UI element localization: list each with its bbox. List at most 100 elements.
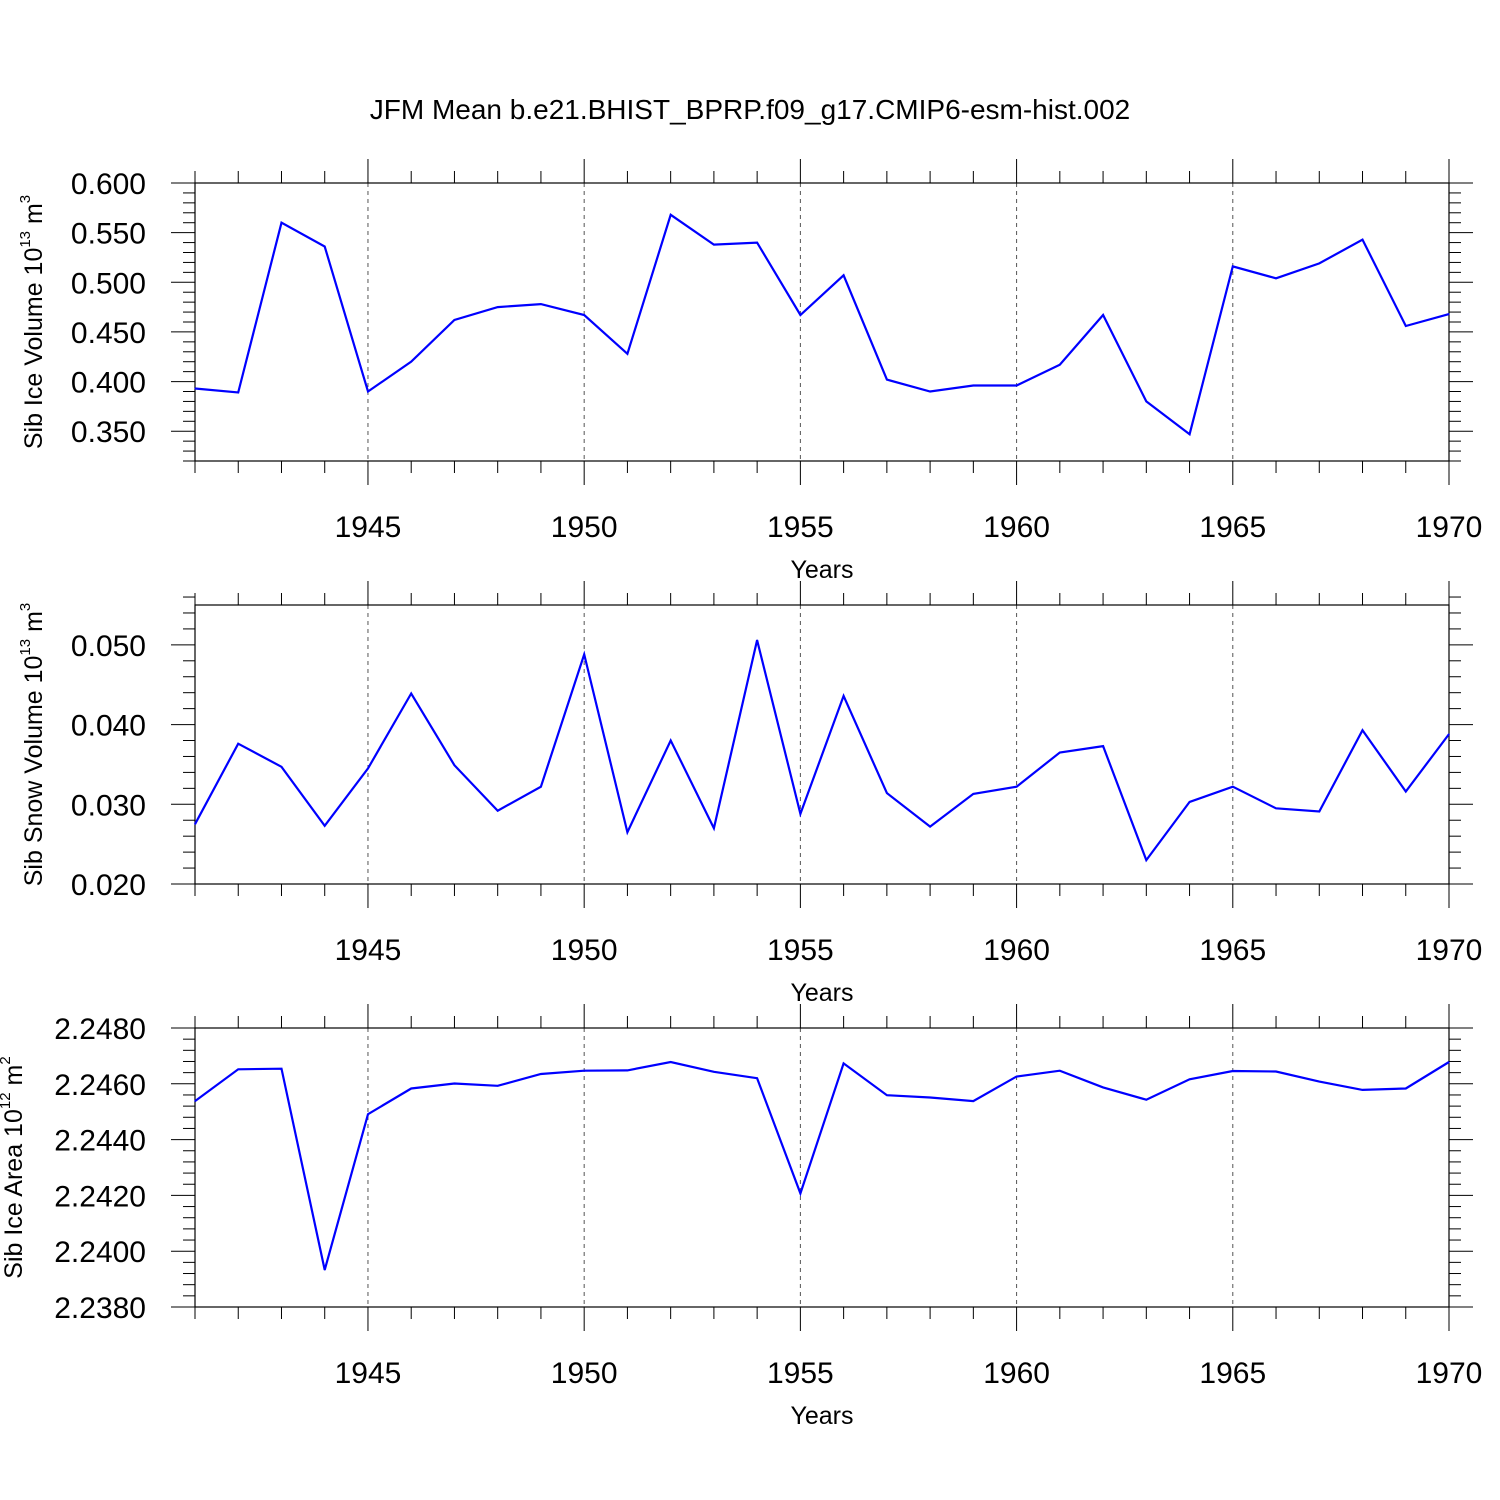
x-tick-label: 1945: [335, 511, 402, 544]
data-point: [453, 1082, 456, 1085]
data-point: [1405, 790, 1407, 793]
y-axis-title-unit: m: [20, 203, 48, 231]
data-point: [1102, 1086, 1104, 1089]
x-axis-title: Years: [790, 556, 853, 584]
y-tick-label: 0.050: [71, 630, 146, 663]
data-point: [972, 793, 974, 795]
y-tick-label: 0.350: [71, 416, 146, 449]
data-point: [1015, 384, 1018, 387]
data-point: [540, 303, 542, 305]
data-point: [1448, 313, 1450, 315]
data-point: [194, 1100, 196, 1102]
x-tick-label: 1955: [767, 934, 834, 967]
data-point: [756, 241, 758, 244]
data-point: [886, 1094, 888, 1096]
data-point: [843, 695, 845, 697]
data-point: [497, 1085, 499, 1087]
data-point: [713, 1071, 715, 1073]
data-point: [1232, 786, 1234, 788]
data-point: [324, 825, 326, 827]
y-axis-title-unit: m: [0, 1065, 28, 1093]
data-point: [713, 243, 715, 246]
y-tick-label: 0.550: [71, 218, 146, 251]
data-point: [1232, 1070, 1234, 1072]
y-axis-title-text: Sib Snow Volume 10: [20, 656, 48, 887]
data-point: [886, 378, 888, 381]
x-tick-label: 1960: [983, 511, 1050, 544]
data-point: [1361, 238, 1364, 241]
data-point: [626, 353, 629, 355]
y-tick-label: 0.040: [71, 710, 146, 743]
y-tick-label: 2.2440: [54, 1125, 146, 1158]
data-point: [194, 823, 196, 825]
y-axis-title-exponent: 13: [17, 231, 34, 248]
data-point: [1275, 807, 1277, 809]
data-point: [1448, 1061, 1450, 1063]
y-axis-title-text: Sib Ice Volume 10: [20, 248, 48, 450]
y-tick-label: 0.400: [71, 367, 146, 400]
x-axis-title: Years: [790, 979, 853, 1007]
data-point: [670, 1061, 672, 1063]
data-point: [799, 813, 801, 815]
data-point: [237, 743, 239, 745]
data-point: [929, 1096, 931, 1099]
x-tick-label: 1965: [1199, 934, 1266, 967]
x-tick-label: 1970: [1416, 511, 1483, 544]
data-point: [237, 1068, 239, 1070]
data-point: [1448, 733, 1450, 735]
y-axis-title-unit: m: [20, 611, 48, 639]
data-point: [1188, 433, 1191, 435]
x-tick-label: 1945: [335, 1357, 402, 1390]
y-tick-label: 0.600: [71, 168, 146, 201]
data-point: [1188, 1078, 1191, 1080]
data-point: [843, 1062, 845, 1065]
data-point: [1275, 277, 1277, 279]
data-point: [1102, 745, 1104, 747]
data-point: [324, 1269, 326, 1271]
x-tick-label: 1950: [551, 1357, 618, 1390]
data-point: [1015, 786, 1018, 788]
x-tick-label: 1965: [1199, 1357, 1266, 1390]
data-point: [972, 384, 974, 387]
data-point: [497, 306, 499, 308]
y-axis-title-unit-exponent: 3: [17, 603, 34, 611]
data-point: [1059, 1070, 1061, 1072]
data-point: [324, 245, 326, 248]
y-axis-title: Sib Snow Volume 1013 m3: [17, 603, 48, 887]
chart-panel-3: 2.2380 2.2400 2.2420 2.2440 2.2460 2.2480 1945…: [0, 1004, 1482, 1430]
y-axis-title-unit-exponent: 2: [0, 1056, 14, 1064]
plot-frame: [194, 604, 1450, 885]
y-tick-label: 2.2480: [54, 1013, 146, 1046]
data-point: [713, 827, 715, 829]
data-point: [756, 639, 758, 641]
x-tick-label: 1955: [767, 1357, 834, 1390]
y-axis-title-unit-exponent: 3: [17, 195, 34, 203]
data-point: [453, 319, 456, 321]
data-point: [583, 314, 585, 316]
x-tick-label: 1950: [551, 511, 618, 544]
data-point: [1361, 1089, 1364, 1091]
x-tick-label: 1960: [983, 1357, 1050, 1390]
chart-panel-1: 0.350 0.400 0.450 0.500 0.550 0.600 1945 1950 19…: [17, 159, 1482, 584]
data-point: [1102, 314, 1104, 316]
data-point: [583, 1070, 585, 1072]
y-tick-label: 0.500: [71, 267, 146, 300]
plot-frame: [194, 182, 1450, 462]
data-point: [626, 831, 629, 833]
data-point: [540, 1073, 542, 1075]
y-axis-title-exponent: 12: [0, 1092, 14, 1109]
data-point: [367, 390, 369, 393]
data-point: [367, 767, 369, 770]
chart-panels: 0.350 0.400 0.450 0.500 0.550 0.600 1945 1950 19…: [0, 159, 1482, 1430]
x-axis-title: Years: [790, 1402, 853, 1430]
data-point: [280, 766, 283, 768]
data-point: [367, 1113, 369, 1115]
data-point: [237, 391, 239, 394]
y-tick-label: 0.020: [71, 869, 146, 902]
data-point: [410, 692, 412, 695]
x-tick-label: 1970: [1416, 934, 1483, 967]
series-line: [194, 213, 1450, 437]
data-point: [886, 792, 888, 794]
data-point: [626, 1069, 629, 1072]
